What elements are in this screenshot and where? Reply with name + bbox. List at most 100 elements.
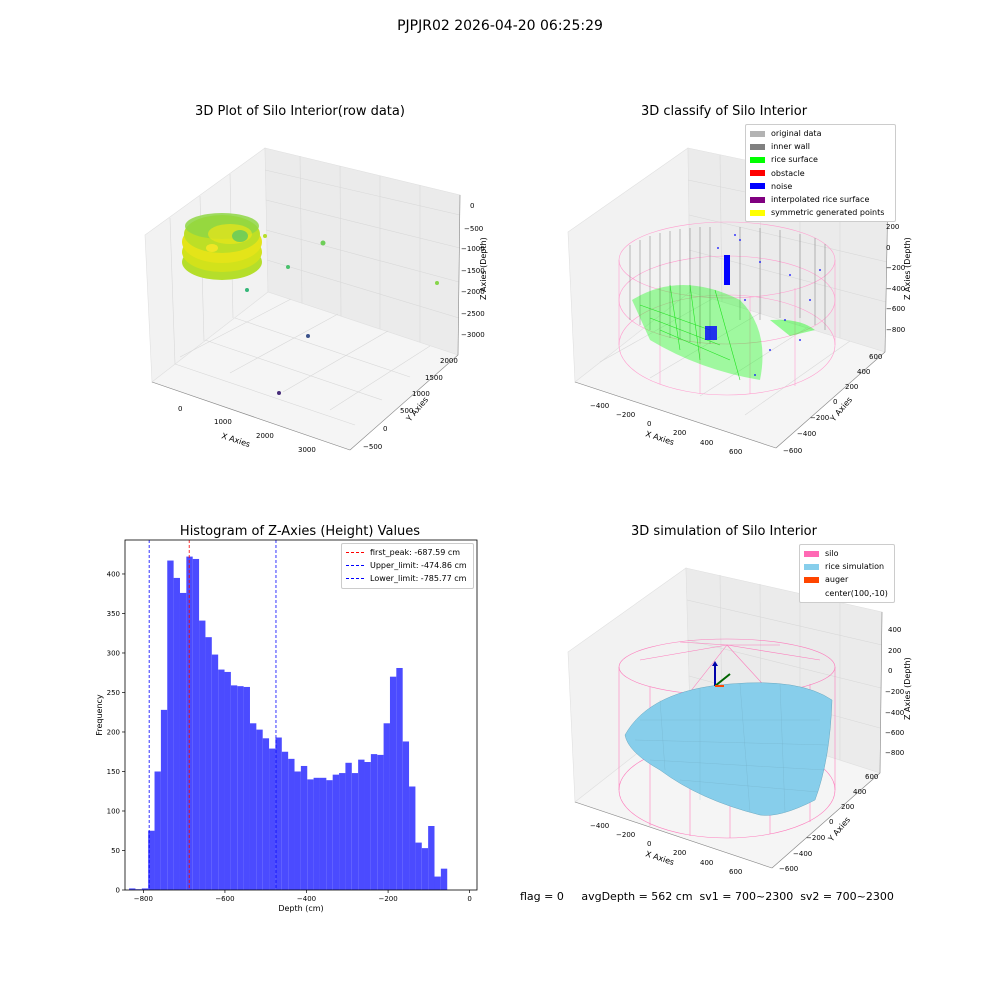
simulation-plot-title: 3D simulation of Silo Interior bbox=[631, 524, 817, 539]
histogram-bar bbox=[211, 654, 219, 890]
histogram-bar bbox=[129, 888, 136, 890]
classify-z-tick: −200 bbox=[886, 264, 905, 272]
raw-data-3d-plot: 0 1000 2000 3000 −500 0 500 1000 1500 20… bbox=[144, 147, 488, 454]
histogram-bar bbox=[364, 762, 371, 890]
raw-y-tick: 2000 bbox=[440, 357, 458, 365]
histogram-bar bbox=[256, 729, 263, 890]
histogram-y-tick-label: 100 bbox=[107, 807, 120, 815]
simulation-z-label: Z Axies (Depth) bbox=[903, 657, 912, 720]
classify-x-tick: 0 bbox=[647, 420, 651, 428]
raw-x-tick: 1000 bbox=[214, 418, 232, 426]
legend-swatch bbox=[750, 143, 765, 150]
classify-x-tick: 600 bbox=[729, 448, 742, 456]
histogram-bar bbox=[440, 868, 448, 890]
raw-y-ticks: −500 0 500 1000 1500 2000 bbox=[363, 357, 458, 451]
histogram-bar bbox=[434, 876, 441, 890]
raw-y-tick: 500 bbox=[400, 407, 413, 415]
histogram-y-tick-label: 400 bbox=[107, 570, 120, 578]
classify-z-tick: 200 bbox=[886, 223, 899, 231]
raw-z-tick: −1500 bbox=[461, 267, 485, 275]
simulation-y-tick: −200 bbox=[806, 834, 825, 842]
simulation-y-tick: −400 bbox=[793, 850, 812, 858]
simulation-x-tick: 0 bbox=[647, 840, 651, 848]
legend-entry-inner-wall: inner wall bbox=[750, 140, 891, 153]
legend-swatch bbox=[804, 576, 819, 583]
legend-swatch bbox=[750, 130, 765, 137]
histogram-title: Histogram of Z-Axies (Height) Values bbox=[179, 524, 421, 539]
histogram-bar bbox=[160, 709, 168, 890]
legend-entry-noise: noise bbox=[750, 180, 891, 193]
histogram-bar bbox=[199, 620, 206, 890]
histogram-bar bbox=[319, 777, 327, 890]
simulation-z-tick: −200 bbox=[885, 688, 904, 696]
legend-entry-interpolated: interpolated rice surface bbox=[750, 193, 891, 206]
histogram-bar bbox=[326, 780, 333, 890]
legend-entry-silo: silo bbox=[804, 547, 890, 560]
simulation-x-tick: −400 bbox=[590, 822, 609, 830]
classify-noise bbox=[705, 234, 821, 376]
histogram-bar bbox=[224, 671, 231, 890]
histogram-bars bbox=[129, 556, 448, 890]
raw-z-tick: −1000 bbox=[461, 245, 485, 253]
classify-z-tick: −400 bbox=[886, 285, 905, 293]
simulation-z-tick: −400 bbox=[885, 709, 904, 717]
histogram-bar bbox=[307, 779, 314, 890]
classify-x-tick: −200 bbox=[616, 411, 635, 419]
classify-rice-surface bbox=[632, 284, 815, 381]
histogram-y-tick-label: 0 bbox=[116, 887, 120, 895]
histogram-bar bbox=[332, 774, 340, 890]
histogram-vlines bbox=[148, 540, 277, 890]
classify-z-tick: −600 bbox=[886, 305, 905, 313]
classify-x-tick: 400 bbox=[700, 439, 713, 447]
histogram-bar bbox=[415, 842, 422, 890]
histogram-bar bbox=[281, 751, 289, 890]
classify-plot-title: 3D classify of Silo Interior bbox=[640, 104, 808, 119]
histogram-bar bbox=[370, 754, 378, 890]
histogram-bar bbox=[288, 758, 295, 890]
simulation-auger bbox=[712, 661, 731, 687]
simulation-y-ticks: −600 −400 −200 0 200 400 600 bbox=[779, 773, 878, 873]
histogram-bar bbox=[389, 676, 397, 890]
legend-swatch bbox=[750, 156, 765, 163]
raw-x-tick: 0 bbox=[178, 405, 182, 413]
histogram-bar bbox=[154, 771, 161, 890]
raw-z-label: Z Axies (Depth) bbox=[479, 237, 488, 300]
histogram-x-tick-label: −200 bbox=[378, 895, 397, 903]
legend-entry-auger: auger bbox=[804, 573, 890, 586]
histogram-y-tick-label: 350 bbox=[107, 610, 120, 618]
histogram-legend: first_peak: -687.59 cm Upper_limit: -474… bbox=[341, 543, 474, 589]
histogram-bar bbox=[269, 748, 276, 890]
raw-y-tick: 1000 bbox=[412, 390, 430, 398]
histogram-bar bbox=[409, 786, 416, 890]
histogram-bar bbox=[148, 830, 155, 890]
histogram-y-tick-label: 300 bbox=[107, 649, 120, 657]
simulation-legend: silo rice simulation auger center(100,-1… bbox=[799, 544, 895, 603]
simulation-x-tick: 400 bbox=[700, 859, 713, 867]
legend-line bbox=[346, 552, 364, 554]
legend-entry-symmetric: symmetric generated points bbox=[750, 206, 891, 219]
simulation-y-tick: −600 bbox=[779, 865, 798, 873]
figure-suptitle: PJPJR02 2026-04-20 06:25:29 bbox=[397, 18, 603, 34]
legend-entry-rice-simulation: rice simulation bbox=[804, 560, 890, 573]
simulation-x-tick: 200 bbox=[673, 849, 686, 857]
histogram-y-ticks: 0 50 100 150 200 250 300 350 400 bbox=[107, 570, 125, 895]
classify-y-tick: 400 bbox=[857, 368, 870, 376]
simulation-y-tick: 400 bbox=[853, 788, 866, 796]
classify-y-tick: −600 bbox=[783, 447, 802, 455]
histogram-chart: −800 −600 −400 −200 0 0 50 100 150 200 250 300 350 4… bbox=[95, 539, 478, 913]
classify-y-tick: 600 bbox=[869, 353, 882, 361]
histogram-bar bbox=[141, 888, 149, 890]
raw-x-ticks: 0 1000 2000 3000 bbox=[178, 405, 316, 454]
classify-x-tick: 200 bbox=[673, 429, 686, 437]
simulation-x-label: X Axies bbox=[644, 849, 675, 867]
simulation-x-ticks: −400 −200 0 200 400 600 bbox=[590, 822, 742, 876]
classify-x-ticks: −400 −200 0 200 400 600 bbox=[590, 402, 742, 456]
legend-swatch bbox=[804, 590, 819, 596]
classify-y-tick: 200 bbox=[845, 383, 858, 391]
legend-entry-first-peak: first_peak: -687.59 cm bbox=[346, 546, 469, 559]
legend-line bbox=[346, 565, 364, 567]
histogram-bar bbox=[345, 762, 352, 890]
histogram-bar bbox=[243, 686, 250, 890]
legend-swatch bbox=[750, 196, 765, 203]
histogram-y-label: Frequency bbox=[95, 694, 104, 736]
